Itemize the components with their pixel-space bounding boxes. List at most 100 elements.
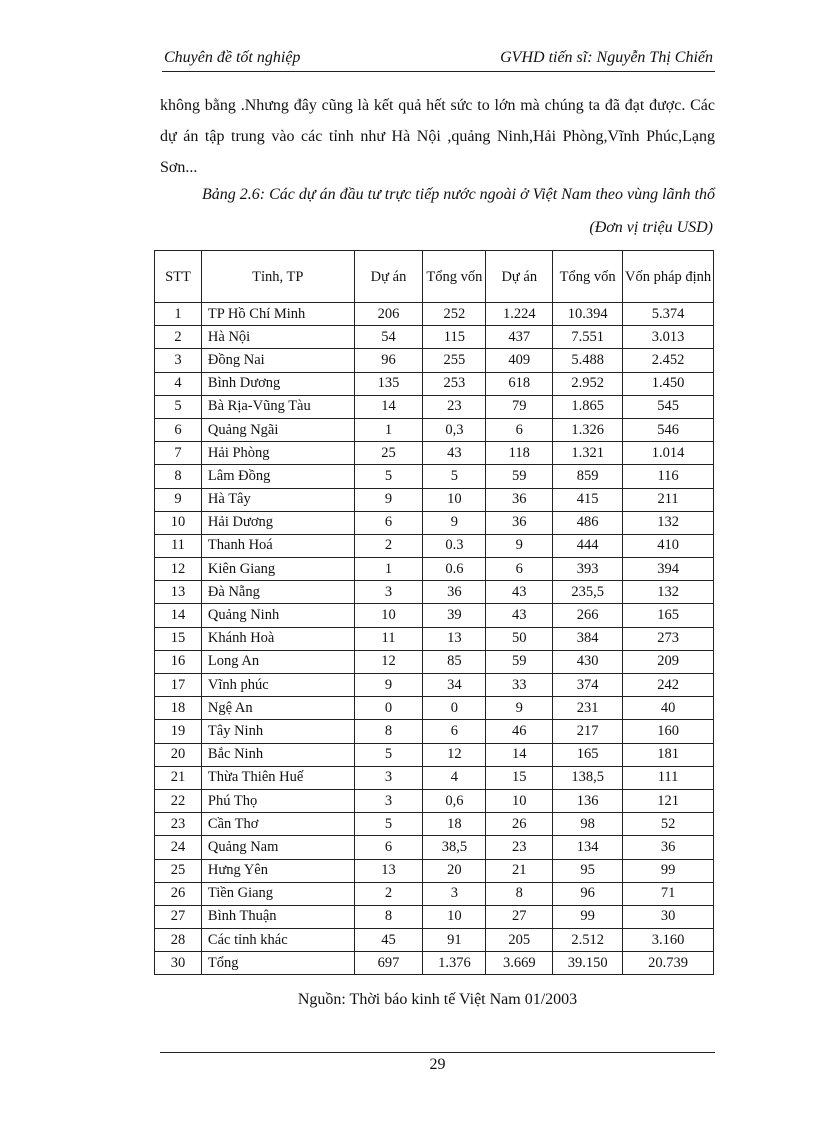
table-cell: 36 <box>422 580 487 605</box>
table-cell: 0,6 <box>422 788 487 814</box>
column-header: Tổng vốn <box>422 250 487 303</box>
table-cell: 3.160 <box>622 928 714 953</box>
table-cell: 115 <box>422 325 487 350</box>
table-cell: Vĩnh phúc <box>200 672 355 698</box>
table-cell: 231 <box>552 696 624 721</box>
table-cell: 121 <box>622 788 714 814</box>
table-cell: 39 <box>422 603 487 628</box>
table-cell: 19 <box>154 719 202 744</box>
table-cell: 0 <box>422 696 487 721</box>
table-cell: 5.374 <box>622 301 714 327</box>
table-cell: 3.669 <box>485 951 554 976</box>
column-header: STT <box>154 250 202 303</box>
table-cell: 13 <box>353 858 424 883</box>
table-cell: Quảng Nam <box>200 835 355 860</box>
table-cell: 7 <box>154 441 202 466</box>
table-cell: 11 <box>353 626 424 651</box>
table-row: 16 Long An 12 85 59 430 209 <box>154 649 714 675</box>
table-cell: 374 <box>552 672 624 698</box>
table-cell: 486 <box>552 510 624 535</box>
table-cell: Khánh Hoà <box>200 626 355 651</box>
table-cell: 2.452 <box>622 348 714 373</box>
table-cell: 2.512 <box>552 928 624 953</box>
table-cell: 136 <box>552 788 624 814</box>
table-cell: Quảng Ngãi <box>200 417 355 443</box>
table-cell: 9 <box>485 696 554 721</box>
table-row: 3 Đồng Nai 96 255 409 5.488 2.452 <box>154 348 714 373</box>
table-row: 9 Hà Tây 9 10 36 415 211 <box>154 487 714 512</box>
table-cell: 10 <box>422 487 487 512</box>
table-cell: 1.376 <box>422 951 487 976</box>
table-cell: 0.3 <box>422 533 487 559</box>
table-cell: 23 <box>422 394 487 419</box>
table-header-row: STT Tỉnh, TP Dự án Tổng vốn Dự án Tổng vốn Vốn… <box>154 250 714 303</box>
table-cell: 16 <box>154 649 202 675</box>
table-cell: Hưng Yên <box>200 858 355 883</box>
table-cell: 3 <box>353 580 424 605</box>
table-cell: 165 <box>622 603 714 628</box>
table-cell: 46 <box>485 719 554 744</box>
table-cell: 206 <box>353 301 424 327</box>
table-cell: Đồng Nai <box>200 348 355 373</box>
table-cell: 5 <box>353 464 424 489</box>
table-cell: 14 <box>485 742 554 767</box>
table-cell: 1.224 <box>485 301 554 327</box>
table-cell: 24 <box>154 835 202 860</box>
table-row: 12 Kiên Giang 1 0.6 6 393 394 <box>154 557 714 582</box>
table-row: 22 Phú Thọ 3 0,6 10 136 121 <box>154 788 714 814</box>
table-source: Nguồn: Thời báo kinh tế Việt Nam 01/2003 <box>297 991 578 1008</box>
table-cell: 14 <box>353 394 424 419</box>
table-cell: 18 <box>154 696 202 721</box>
table-cell: 111 <box>622 765 714 790</box>
table-row: 30 Tổng 697 1.376 3.669 39.150 20.739 <box>154 951 714 976</box>
table-cell: 217 <box>552 719 624 744</box>
table-cell: 0,3 <box>422 417 487 443</box>
table-cell: 9 <box>422 510 487 535</box>
table-cell: Bình Thuận <box>200 904 355 930</box>
table-cell: 118 <box>485 441 554 466</box>
table-cell: 273 <box>622 626 714 651</box>
table-cell: 160 <box>622 719 714 744</box>
table-cell: 14 <box>154 603 202 628</box>
table-cell: 99 <box>552 904 624 930</box>
table-cell: 26 <box>154 881 202 906</box>
table-cell: 25 <box>154 858 202 883</box>
header-left: Chuyên đề tốt nghiệp <box>164 49 301 66</box>
table-cell: 22 <box>154 788 202 814</box>
table-row: 2 Hà Nội 54 115 437 7.551 3.013 <box>154 325 714 350</box>
table-cell: 266 <box>552 603 624 628</box>
table-cell: 95 <box>552 858 624 883</box>
table-cell: Bà Rịa-Vũng Tàu <box>200 394 355 419</box>
table-cell: 5 <box>422 464 487 489</box>
table-row: 13 Đà Nẵng 3 36 43 235,5 132 <box>154 580 714 605</box>
table-row: 7 Hải Phòng 25 43 118 1.321 1.014 <box>154 441 714 466</box>
table-row: 27 Bình Thuận 8 10 27 99 30 <box>154 904 714 930</box>
table-cell: 9 <box>485 533 554 559</box>
page-footer: 29 <box>160 1052 715 1074</box>
table-cell: 697 <box>353 951 424 976</box>
table-cell: 25 <box>353 441 424 466</box>
table-cell: 409 <box>485 348 554 373</box>
table-cell: 134 <box>552 835 624 860</box>
table-row: 19 Tây Ninh 8 6 46 217 160 <box>154 719 714 744</box>
table-cell: 132 <box>622 580 714 605</box>
table-row: 20 Bắc Ninh 5 12 14 165 181 <box>154 742 714 767</box>
table-cell: 10 <box>353 603 424 628</box>
table-cell: Kiên Giang <box>200 557 355 582</box>
table-cell: 15 <box>485 765 554 790</box>
table-cell: 384 <box>552 626 624 651</box>
table-cell: 21 <box>154 765 202 790</box>
table-cell: TP Hồ Chí Minh <box>200 301 355 327</box>
table-cell: 3 <box>353 788 424 814</box>
table-cell: 21 <box>485 858 554 883</box>
table-cell: 3 <box>353 765 424 790</box>
table-cell: Thừa Thiên Huế <box>200 765 355 790</box>
table-cell: 9 <box>154 487 202 512</box>
table-cell: Quảng Ninh <box>200 603 355 628</box>
table-row: 10 Hải Dương 6 9 36 486 132 <box>154 510 714 535</box>
table-cell: 99 <box>622 858 714 883</box>
column-header: Dự án <box>485 250 554 303</box>
table-cell: 253 <box>422 371 487 396</box>
table-cell: 1.450 <box>622 371 714 396</box>
table-cell: 437 <box>485 325 554 350</box>
